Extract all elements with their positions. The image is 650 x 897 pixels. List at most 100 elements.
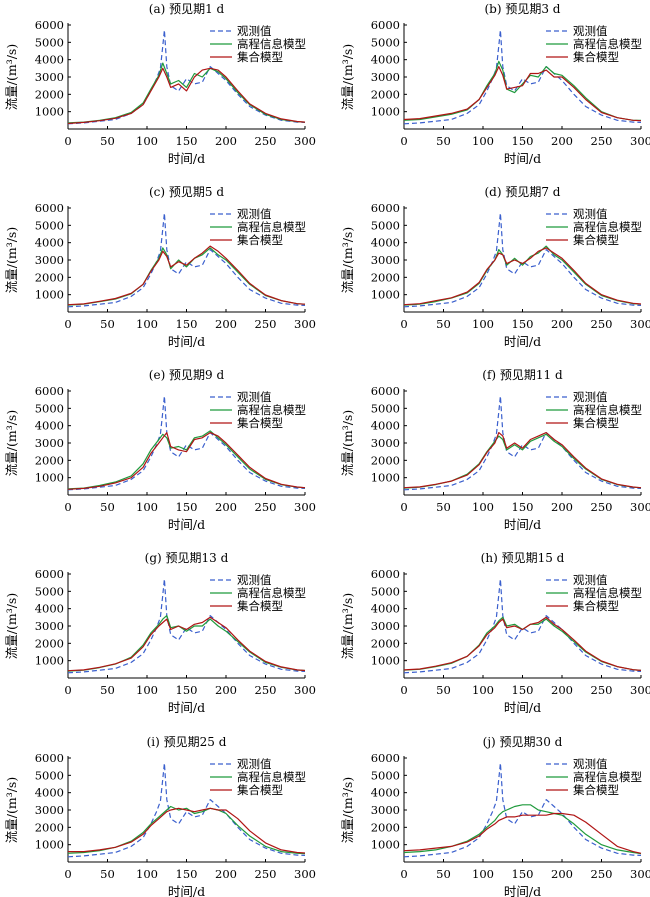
- series-line-2: [67, 614, 306, 672]
- x-tick-label: 300: [294, 134, 316, 148]
- x-tick-label: 300: [630, 134, 650, 148]
- y-tick-label: 6000: [35, 751, 64, 765]
- series-line-1: [67, 578, 306, 674]
- x-tick-label: 100: [136, 134, 158, 148]
- y-tick-label: 2000: [35, 453, 64, 467]
- y-tick-label: 3000: [35, 436, 64, 450]
- x-tick-label: 0: [64, 317, 71, 331]
- chart-panel: (f) 预见期11 d 1000 2000 3000 4000 5000 6000 0 50 10…: [340, 368, 650, 532]
- y-axis-label: 流量/(m³/s): [340, 410, 355, 476]
- x-tick-label: 100: [136, 317, 158, 331]
- x-tick-label: 250: [255, 683, 277, 697]
- chart-panel: (i) 预见期25 d 1000 2000 3000 4000 5000 6000 0 50 10…: [4, 735, 316, 897]
- chart-title: (h) 预见期15 d: [481, 551, 565, 565]
- y-axis-label: 流量/(m³/s): [4, 44, 19, 110]
- y-tick-label: 5000: [35, 218, 64, 232]
- y-tick-label: 6000: [371, 751, 400, 765]
- x-tick-label: 150: [512, 134, 534, 148]
- y-tick-label: 4000: [35, 786, 64, 800]
- legend-label: 集合模型: [573, 50, 619, 64]
- x-tick-label: 300: [294, 500, 316, 514]
- series-line-1: [67, 762, 306, 858]
- series-line-1: [403, 212, 642, 308]
- series-line-2: [67, 62, 306, 124]
- x-tick-label: 50: [436, 500, 451, 514]
- x-tick-label: 150: [176, 867, 198, 881]
- x-tick-label: 100: [472, 867, 494, 881]
- y-tick-label: 5000: [35, 401, 64, 415]
- y-tick-label: 1000: [371, 654, 400, 668]
- y-tick-label: 6000: [371, 384, 400, 398]
- y-tick-label: 4000: [371, 602, 400, 616]
- legend-label: 观测值: [237, 390, 272, 404]
- y-tick-label: 2000: [371, 820, 400, 834]
- series-line-1: [403, 578, 642, 674]
- x-axis-label: 时间/d: [168, 334, 205, 349]
- x-tick-label: 0: [400, 317, 407, 331]
- y-tick-label: 3000: [371, 253, 400, 267]
- y-tick-label: 1000: [35, 838, 64, 852]
- y-tick-label: 1000: [371, 838, 400, 852]
- x-tick-label: 50: [436, 317, 451, 331]
- legend-label: 高程信息模型: [237, 220, 306, 234]
- y-tick-label: 4000: [35, 53, 64, 67]
- x-tick-label: 150: [512, 867, 534, 881]
- x-tick-label: 300: [630, 867, 650, 881]
- y-tick-label: 5000: [35, 584, 64, 598]
- x-tick-label: 200: [215, 683, 237, 697]
- x-tick-label: 200: [215, 867, 237, 881]
- x-tick-label: 50: [100, 867, 115, 881]
- y-axis-label: 流量/(m³/s): [4, 227, 19, 293]
- legend-label: 高程信息模型: [237, 37, 306, 51]
- y-tick-label: 3000: [35, 619, 64, 633]
- x-tick-label: 0: [64, 500, 71, 514]
- x-tick-label: 50: [436, 867, 451, 881]
- series-line-1: [67, 212, 306, 308]
- legend-label: 集合模型: [573, 233, 619, 247]
- legend-label: 观测值: [573, 573, 608, 587]
- x-tick-label: 0: [400, 134, 407, 148]
- y-tick-label: 5000: [371, 218, 400, 232]
- x-tick-label: 300: [294, 867, 316, 881]
- chart-title: (a) 预见期1 d: [149, 2, 225, 16]
- y-tick-label: 2000: [371, 270, 400, 284]
- y-tick-label: 4000: [371, 53, 400, 67]
- y-tick-label: 3000: [35, 70, 64, 84]
- y-axis-label: 流量/(m³/s): [4, 593, 19, 659]
- legend-label: 集合模型: [237, 416, 283, 430]
- series-line-1: [67, 395, 306, 491]
- x-tick-label: 200: [215, 317, 237, 331]
- y-tick-label: 1000: [35, 654, 64, 668]
- x-tick-label: 200: [551, 867, 573, 881]
- legend-label: 高程信息模型: [237, 403, 306, 417]
- x-tick-label: 300: [630, 317, 650, 331]
- legend-label: 高程信息模型: [573, 37, 642, 51]
- x-tick-label: 250: [591, 867, 613, 881]
- x-tick-label: 100: [472, 317, 494, 331]
- y-tick-label: 3000: [371, 70, 400, 84]
- x-tick-label: 150: [512, 683, 534, 697]
- series-line-3: [67, 67, 306, 125]
- series-line-3: [68, 807, 306, 854]
- series-line-2: [403, 804, 642, 855]
- y-tick-label: 2000: [371, 87, 400, 101]
- legend-label: 集合模型: [573, 599, 619, 613]
- legend-label: 观测值: [237, 757, 272, 771]
- x-tick-label: 0: [400, 867, 407, 881]
- x-tick-label: 100: [136, 867, 158, 881]
- chart-title: (d) 预见期7 d: [485, 185, 561, 199]
- chart-title: (j) 预见期30 d: [483, 735, 563, 749]
- series-line-1: [403, 395, 642, 491]
- x-tick-label: 200: [551, 317, 573, 331]
- y-tick-label: 4000: [371, 236, 400, 250]
- y-tick-label: 1000: [35, 288, 64, 302]
- y-tick-label: 1000: [371, 471, 400, 485]
- x-tick-label: 200: [551, 500, 573, 514]
- x-tick-label: 100: [472, 134, 494, 148]
- x-tick-label: 150: [512, 500, 534, 514]
- y-tick-label: 1000: [371, 288, 400, 302]
- y-tick-label: 2000: [35, 270, 64, 284]
- chart-panel: (b) 预见期3 d 1000 2000 3000 4000 5000 6000 0 50 100…: [340, 2, 650, 166]
- x-tick-label: 150: [512, 317, 534, 331]
- y-tick-label: 5000: [371, 35, 400, 49]
